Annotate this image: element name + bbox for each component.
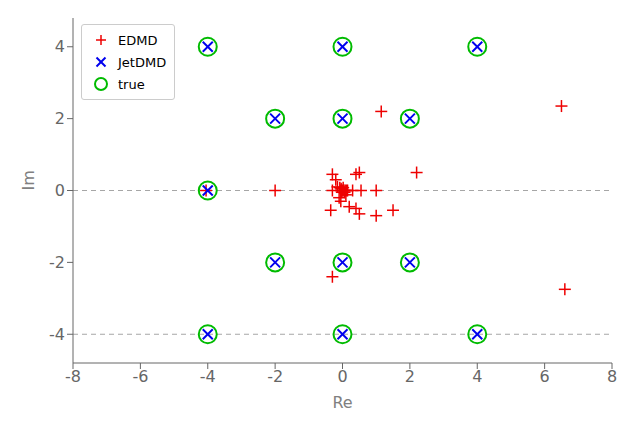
html-text:true: true (118, 76, 145, 92)
svg-text:0: 0 (55, 181, 65, 200)
svg-text:-2: -2 (267, 367, 283, 386)
html-text:EDMD: EDMD (118, 32, 158, 48)
svg-text:Re: Re (332, 393, 352, 412)
svg-text:-4: -4 (49, 325, 65, 344)
svg-text:4: 4 (55, 37, 65, 56)
svg-text:0: 0 (337, 367, 347, 386)
svg-text:-8: -8 (65, 367, 81, 386)
svg-text:2: 2 (55, 109, 65, 128)
html-text:JetDMD: JetDMD (118, 54, 167, 70)
svg-text:2: 2 (405, 367, 415, 386)
svg-text:-2: -2 (49, 253, 65, 272)
svg-text:6: 6 (540, 367, 550, 386)
svg-text:-6: -6 (132, 367, 148, 386)
svg-text:4: 4 (472, 367, 482, 386)
svg-text:Im: Im (19, 170, 38, 190)
svg-text:-4: -4 (200, 367, 216, 386)
svg-text:8: 8 (607, 367, 617, 386)
